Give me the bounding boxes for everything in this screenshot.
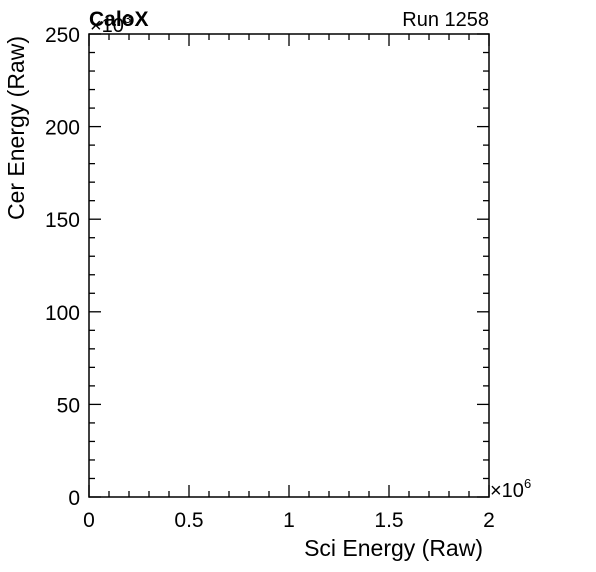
y-axis-tick-labels: 0 50 100 150 200 250 bbox=[45, 24, 80, 510]
y-tick-label: 150 bbox=[45, 209, 80, 232]
y-axis-multiplier-exponent: 3 bbox=[124, 11, 131, 26]
x-tick-label: 1 bbox=[283, 509, 295, 532]
x-axis-title: Sci Energy (Raw) bbox=[304, 535, 483, 561]
y-axis-multiplier: ×103 bbox=[90, 11, 131, 37]
y-tick-label: 250 bbox=[45, 24, 80, 47]
x-axis-multiplier: ×106 bbox=[490, 476, 531, 502]
x-tick-label: 0.5 bbox=[174, 509, 203, 532]
x-tick-label: 1.5 bbox=[374, 509, 403, 532]
x-tick-label: 0 bbox=[83, 509, 95, 532]
x-axis-multiplier-exponent: 6 bbox=[524, 476, 531, 491]
y-tick-label: 200 bbox=[45, 117, 80, 140]
y-tick-label: 100 bbox=[45, 302, 80, 325]
x-tick-label: 2 bbox=[483, 509, 495, 532]
run-label: Run 1258 bbox=[402, 9, 489, 31]
plot-frame bbox=[88, 33, 490, 498]
x-axis-ticks bbox=[88, 34, 490, 497]
y-axis-ticks bbox=[89, 33, 489, 498]
y-tick-label: 50 bbox=[57, 394, 80, 417]
x-axis-tick-labels: 0 0.5 1 1.5 2 bbox=[83, 509, 495, 532]
y-tick-label: 0 bbox=[68, 487, 80, 510]
x-axis-multiplier-base: ×10 bbox=[490, 480, 524, 502]
y-axis-title: Cer Energy (Raw) bbox=[3, 36, 29, 220]
y-axis-multiplier-base: ×10 bbox=[90, 15, 124, 37]
experiment-label: CaloX bbox=[89, 8, 149, 31]
